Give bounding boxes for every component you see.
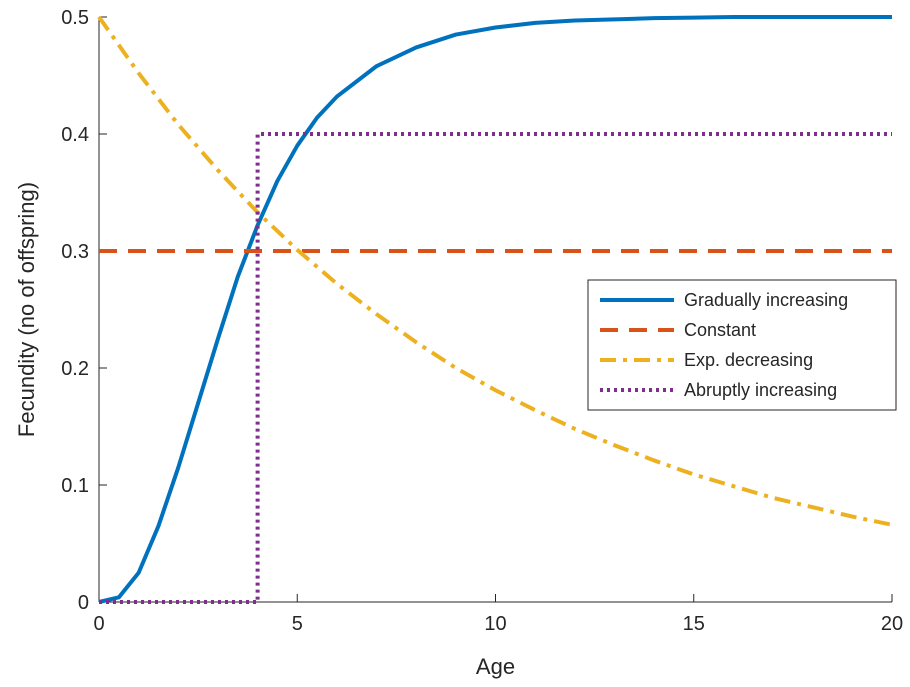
series-line-3 (97, 15, 893, 527)
y-tick-label: 0.4 (61, 124, 89, 146)
x-axis-label: Age (476, 654, 515, 679)
legend-entry-label: Abruptly increasing (684, 380, 837, 400)
plot-lines (97, 15, 893, 604)
x-tick-label: 5 (292, 613, 303, 635)
x-tick-label: 10 (484, 613, 506, 635)
x-tick-label: 0 (93, 613, 104, 635)
series-line-1 (98, 15, 892, 604)
y-tick-label: 0.1 (61, 475, 89, 497)
y-tick-label: 0 (78, 592, 89, 614)
x-tick-label: 15 (683, 613, 705, 635)
y-axis-label: Fecundity (no of offspring) (14, 182, 39, 437)
series-line-4 (99, 132, 892, 604)
legend-entry-label: Constant (684, 320, 756, 340)
y-tick-label: 0.5 (61, 7, 89, 29)
x-tick-label: 20 (881, 613, 903, 635)
legend-entry-label: Gradually increasing (684, 290, 848, 310)
legend: Gradually increasing Constant Exp. decreas… (587, 279, 897, 411)
axes (98, 16, 893, 603)
legend-entry-label: Exp. decreasing (684, 350, 813, 370)
tick-labels: 0 5 10 15 20 0 0.1 0.2 0.3 0.4 0.5 (61, 7, 903, 635)
y-tick-label: 0.2 (61, 358, 89, 380)
y-tick-label: 0.3 (61, 241, 89, 263)
